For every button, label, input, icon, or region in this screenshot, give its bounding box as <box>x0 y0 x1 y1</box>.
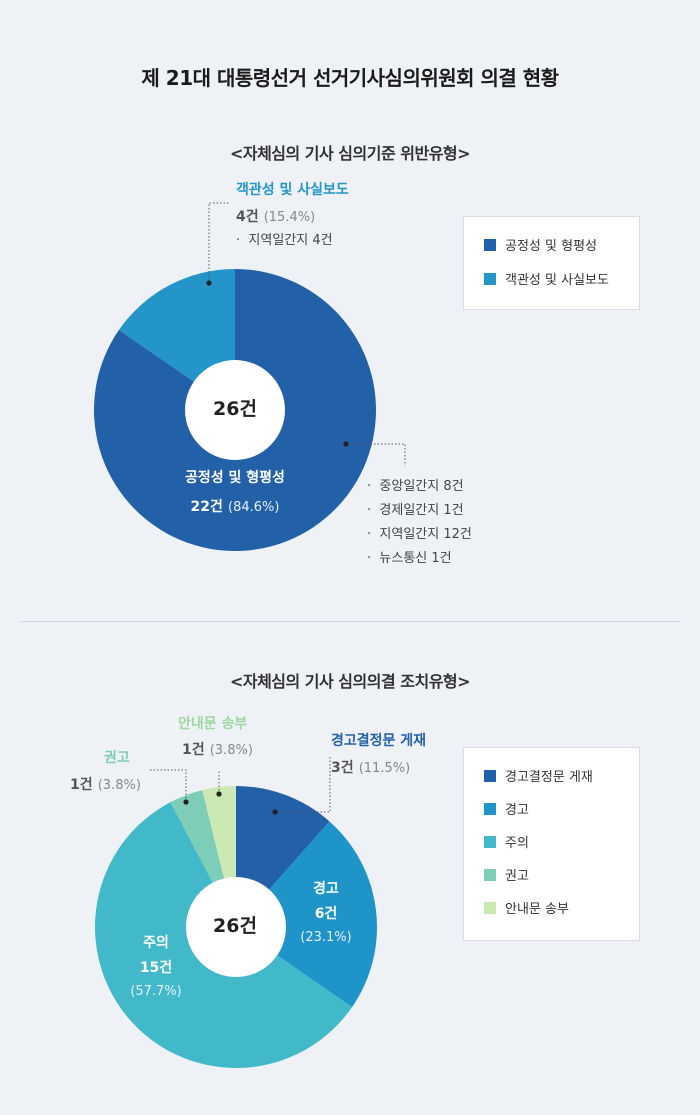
chart1-percent-fairness: (84.6%) <box>228 500 280 515</box>
chart1-title: <자체심의 기사 심의기준 위반유형> <box>229 144 471 163</box>
chart2-count-notice: 1건 <box>182 742 205 758</box>
chart2-leader-warning-notice-dot <box>272 809 278 815</box>
chart1-legend: 공정성 및 형평성 객관성 및 사실보도 <box>463 216 640 310</box>
chart2-count-recommend: 1건 <box>70 777 93 793</box>
chart2-value-notice: 1건 (3.8%) <box>182 739 253 760</box>
page-title: 제 21대 대통령선거 선거기사심의위원회 의결 현황 <box>141 66 559 90</box>
chart1-donut-hole <box>185 360 285 460</box>
chart2-percent-notice: (3.8%) <box>209 743 253 758</box>
chart2-percent-caution: (57.7%) <box>130 984 182 999</box>
chart2-percent-warning-notice: (11.5%) <box>358 761 411 776</box>
chart2-label-warning: 경고 <box>313 881 339 897</box>
legend-swatch <box>484 902 496 914</box>
legend-swatch <box>484 273 496 285</box>
chart2-title: <자체심의 기사 심의의결 조치유형> <box>229 672 471 691</box>
chart1-detail-fairness-1: · 경제일간지 1건 <box>367 503 464 518</box>
chart1-leader-fairness-dot <box>343 441 349 447</box>
legend-swatch <box>484 836 496 848</box>
chart1-legend-item-1: 객관성 및 사실보도 <box>484 273 609 289</box>
chart2-percent-recommend: (3.8%) <box>97 778 141 793</box>
legend-swatch <box>484 803 496 815</box>
chart2-legend-item-3: 권고 <box>484 869 529 885</box>
legend-swatch <box>484 770 496 782</box>
chart2-legend-item-0: 경고결정문 게재 <box>484 770 593 786</box>
chart2-slice-1 <box>236 821 377 1008</box>
chart2-center-total: 26건 <box>213 915 257 937</box>
legend-swatch <box>484 869 496 881</box>
chart2-leader-notice-dot <box>216 791 222 797</box>
chart2-label-warning-notice: 경고결정문 게재 <box>331 733 427 749</box>
chart2-count-warning-notice: 3건 <box>331 760 354 776</box>
chart1-center-total: 26건 <box>213 398 257 420</box>
chart1-detail-fairness-0: · 중앙일간지 8건 <box>367 479 464 494</box>
chart1-donut <box>93 202 406 551</box>
chart1-label-objectivity: 객관성 및 사실보도 <box>236 182 349 198</box>
chart2-legend: 경고결정문 게재 경고 주의 권고 안내문 송부 <box>463 747 640 941</box>
chart2-legend-item-4: 안내문 송부 <box>484 902 569 918</box>
chart1-detail-fairness-2: · 지역일간지 12건 <box>367 527 472 542</box>
chart2-label-notice: 안내문 송부 <box>178 716 248 732</box>
chart1-detail-objectivity-0: · 지역일간지 4건 <box>236 233 333 248</box>
chart2-label-caution: 주의 <box>143 935 169 951</box>
chart2-leader-recommend <box>148 769 187 802</box>
chart1-detail-fairness-3: · 뉴스통신 1건 <box>367 551 452 566</box>
chart1-leader-objectivity-dot <box>206 280 212 286</box>
chart1-value-objectivity: 4건 (15.4%) <box>236 206 315 227</box>
chart1-legend-item-0: 공정성 및 형평성 <box>484 239 597 255</box>
chart2-value-recommend: 1건 (3.8%) <box>70 774 141 795</box>
chart2-donut-hole <box>186 877 286 977</box>
chart2-leader-warning-notice <box>275 757 331 813</box>
chart1-leader-fairness <box>346 443 406 466</box>
chart2-label-recommend: 권고 <box>104 750 130 766</box>
chart2-legend-item-1: 경고 <box>484 803 529 819</box>
chart2-value-warning-notice: 3건 (11.5%) <box>331 757 410 778</box>
chart1-percent-objectivity: (15.4%) <box>263 210 316 225</box>
chart1-slice-0 <box>93 269 376 551</box>
chart1-count-fairness: 22건 <box>190 499 223 515</box>
chart1-value-fairness: 22건 (84.6%) <box>150 496 320 517</box>
chart2-percent-warning: (23.1%) <box>300 930 352 945</box>
chart2-count-caution: 15건 <box>139 960 173 976</box>
chart2-count-warning: 6건 <box>314 906 338 922</box>
chart2-leader-recommend-dot <box>183 799 189 805</box>
chart2-legend-item-2: 주의 <box>484 836 529 852</box>
legend-swatch <box>484 239 496 251</box>
chart1-label-fairness: 공정성 및 형평성 <box>185 470 285 486</box>
chart1-count-objectivity: 4건 <box>236 209 259 225</box>
section-divider <box>20 621 680 622</box>
